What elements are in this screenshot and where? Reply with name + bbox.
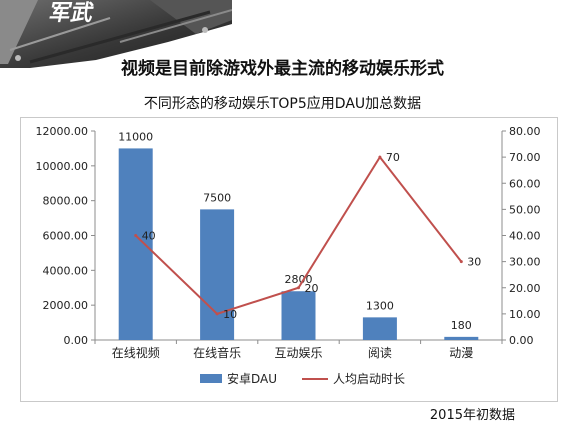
chart-title: 不同形态的移动娱乐TOP5应用DAU加总数据 [143,96,422,112]
y-right-tick-label: 80.00 [509,125,541,138]
legend-line-label: 人均启动时长 [333,372,405,386]
legend-bar-label: 安卓DAU [227,371,277,386]
x-tick-label: 在线音乐 [193,345,241,360]
y-left-tick-label: 2000.00 [43,299,89,312]
y-right-tick-label: 60.00 [509,177,541,190]
page-title: 视频是目前除游戏外最主流的移动娱乐形式 [121,59,444,79]
line-value-label: 10 [223,308,237,321]
x-tick-label: 阅读 [368,346,392,360]
line-point [134,234,138,237]
bar [362,317,397,340]
bar [118,148,153,340]
y-right-tick-label: 0.00 [509,334,534,347]
bar-value-label: 1300 [366,299,394,312]
y-left-tick-label: 4000.00 [43,264,89,277]
bar [281,291,316,340]
y-left-tick-label: 6000.00 [43,230,89,243]
x-tick-label: 在线视频 [112,345,160,360]
data-footnote: 2015年初数据 [429,408,515,423]
y-right-tick-label: 30.00 [509,256,541,269]
y-left-tick-label: 8000.00 [43,195,89,208]
bar [444,336,479,340]
y-right-tick-label: 70.00 [509,151,541,164]
line-value-label: 20 [305,282,319,295]
y-right-tick-label: 20.00 [509,282,541,295]
y-left-tick-label: 10000.00 [36,160,89,173]
x-tick-label: 互动娱乐 [274,346,322,360]
y-right-tick-label: 50.00 [509,203,541,216]
line-value-label: 70 [386,151,400,164]
bar [200,209,235,340]
line-point [459,260,463,264]
y-left-tick-label: 12000.00 [36,125,89,138]
chart-frame [20,117,558,402]
line-series [135,155,463,316]
header-banner: 军武 [0,0,232,72]
y-right-tick-label: 40.00 [509,230,541,243]
line-value-label: 30 [467,256,481,269]
line-value-label: 40 [142,230,156,243]
x-tick-label: 动漫 [449,346,473,360]
line-point [215,312,219,316]
line-point [378,155,382,159]
bar-value-label: 7500 [203,191,231,204]
bar-value-label: 11000 [118,130,153,143]
line-point [297,286,300,290]
y-right-tick-label: 10.00 [509,308,541,321]
legend-bar-swatch [200,374,222,383]
banner-logo-text: 军武 [46,0,95,26]
bar-value-label: 180 [451,319,472,332]
y-left-tick-label: 0.00 [64,334,89,347]
